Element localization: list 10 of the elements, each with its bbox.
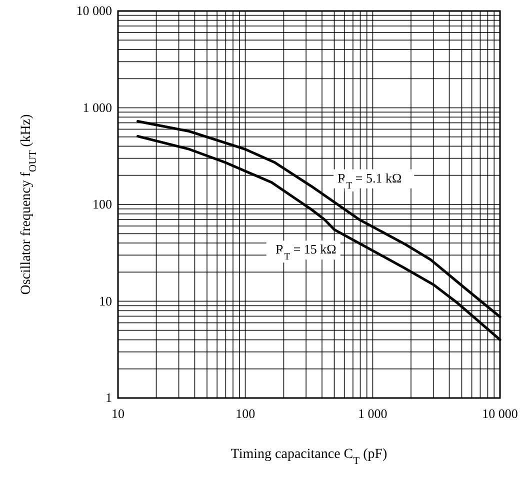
- x-tick-label: 10 000: [482, 406, 518, 421]
- y-tick-label: 100: [92, 196, 112, 212]
- x-tick-label: 100: [236, 406, 256, 421]
- x-axis-title: Timing capacitance C$_{T}$ (pF): [230, 447, 388, 466]
- y-tick-label: 10 000: [76, 3, 112, 18]
- x-tick-label: 10: [112, 406, 124, 421]
- y-tick-label: 1 000: [82, 100, 112, 115]
- y-tick-label: 1: [106, 390, 112, 405]
- y-tick-label: 10: [99, 293, 112, 308]
- x-tick-label: 1 000: [358, 406, 388, 421]
